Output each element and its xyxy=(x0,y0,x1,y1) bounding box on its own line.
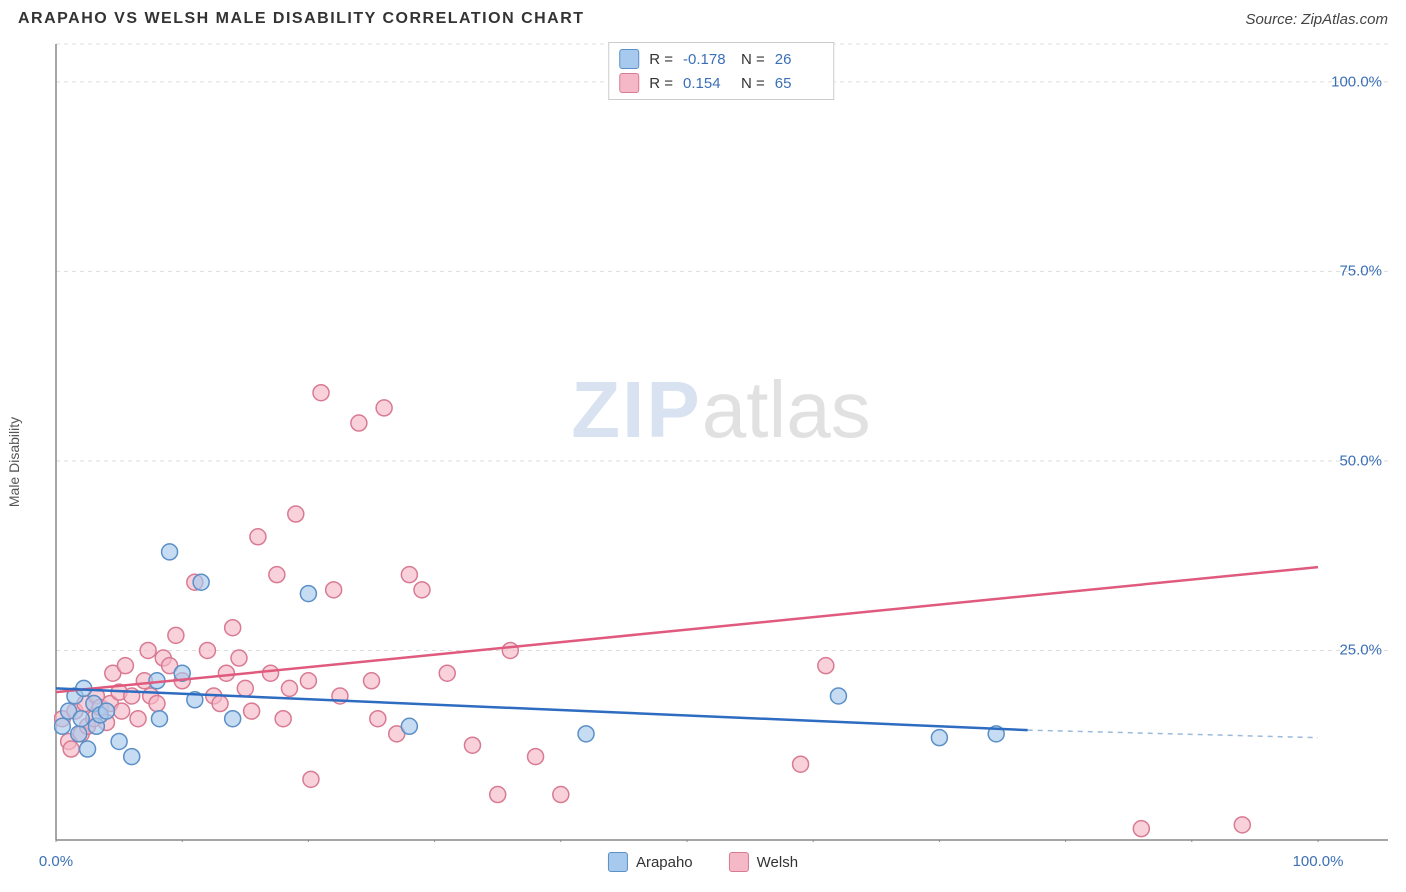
stats-row: R = -0.178 N = 26 xyxy=(619,47,823,71)
stats-r-label: R = xyxy=(649,51,673,68)
legend-swatch xyxy=(729,852,749,872)
y-axis-label: Male Disability xyxy=(6,417,22,507)
y-tick-label: 100.0% xyxy=(1331,73,1382,90)
stats-n-label: N = xyxy=(741,51,765,68)
legend-item: Welsh xyxy=(729,852,798,872)
legend-swatch xyxy=(608,852,628,872)
chart-header: ARAPAHO VS WELSH MALE DISABILITY CORRELA… xyxy=(0,0,1406,36)
stats-n-label: N = xyxy=(741,75,765,92)
y-tick-label: 75.0% xyxy=(1339,263,1382,280)
stats-n-value: 65 xyxy=(775,75,823,92)
y-tick-label: 50.0% xyxy=(1339,452,1382,469)
correlation-stats-legend: R = -0.178 N = 26 R = 0.154 N = 65 xyxy=(608,42,834,100)
stats-row: R = 0.154 N = 65 xyxy=(619,71,823,95)
legend-label: Arapaho xyxy=(636,854,693,871)
stats-swatch xyxy=(619,73,639,93)
legend-label: Welsh xyxy=(757,854,798,871)
plot-area: ZIPatlas R = -0.178N = 26R = 0.154N = 65… xyxy=(54,42,1388,842)
series-legend: Arapaho Welsh xyxy=(608,852,798,872)
chart-title: ARAPAHO VS WELSH MALE DISABILITY CORRELA… xyxy=(18,10,585,28)
stats-r-value: -0.178 xyxy=(683,51,731,68)
legend-item: Arapaho xyxy=(608,852,693,872)
stats-n-value: 26 xyxy=(775,51,823,68)
chart-container: Male Disability ZIPatlas R = -0.178N = 2… xyxy=(18,42,1388,882)
stats-r-value: 0.154 xyxy=(683,75,731,92)
y-tick-label: 25.0% xyxy=(1339,642,1382,659)
stats-swatch xyxy=(619,49,639,69)
x-tick-label: 100.0% xyxy=(1293,853,1344,870)
x-tick-label: 0.0% xyxy=(39,853,73,870)
stats-r-label: R = xyxy=(649,75,673,92)
scatter-chart-svg xyxy=(54,42,1388,842)
chart-source: Source: ZipAtlas.com xyxy=(1245,11,1388,28)
